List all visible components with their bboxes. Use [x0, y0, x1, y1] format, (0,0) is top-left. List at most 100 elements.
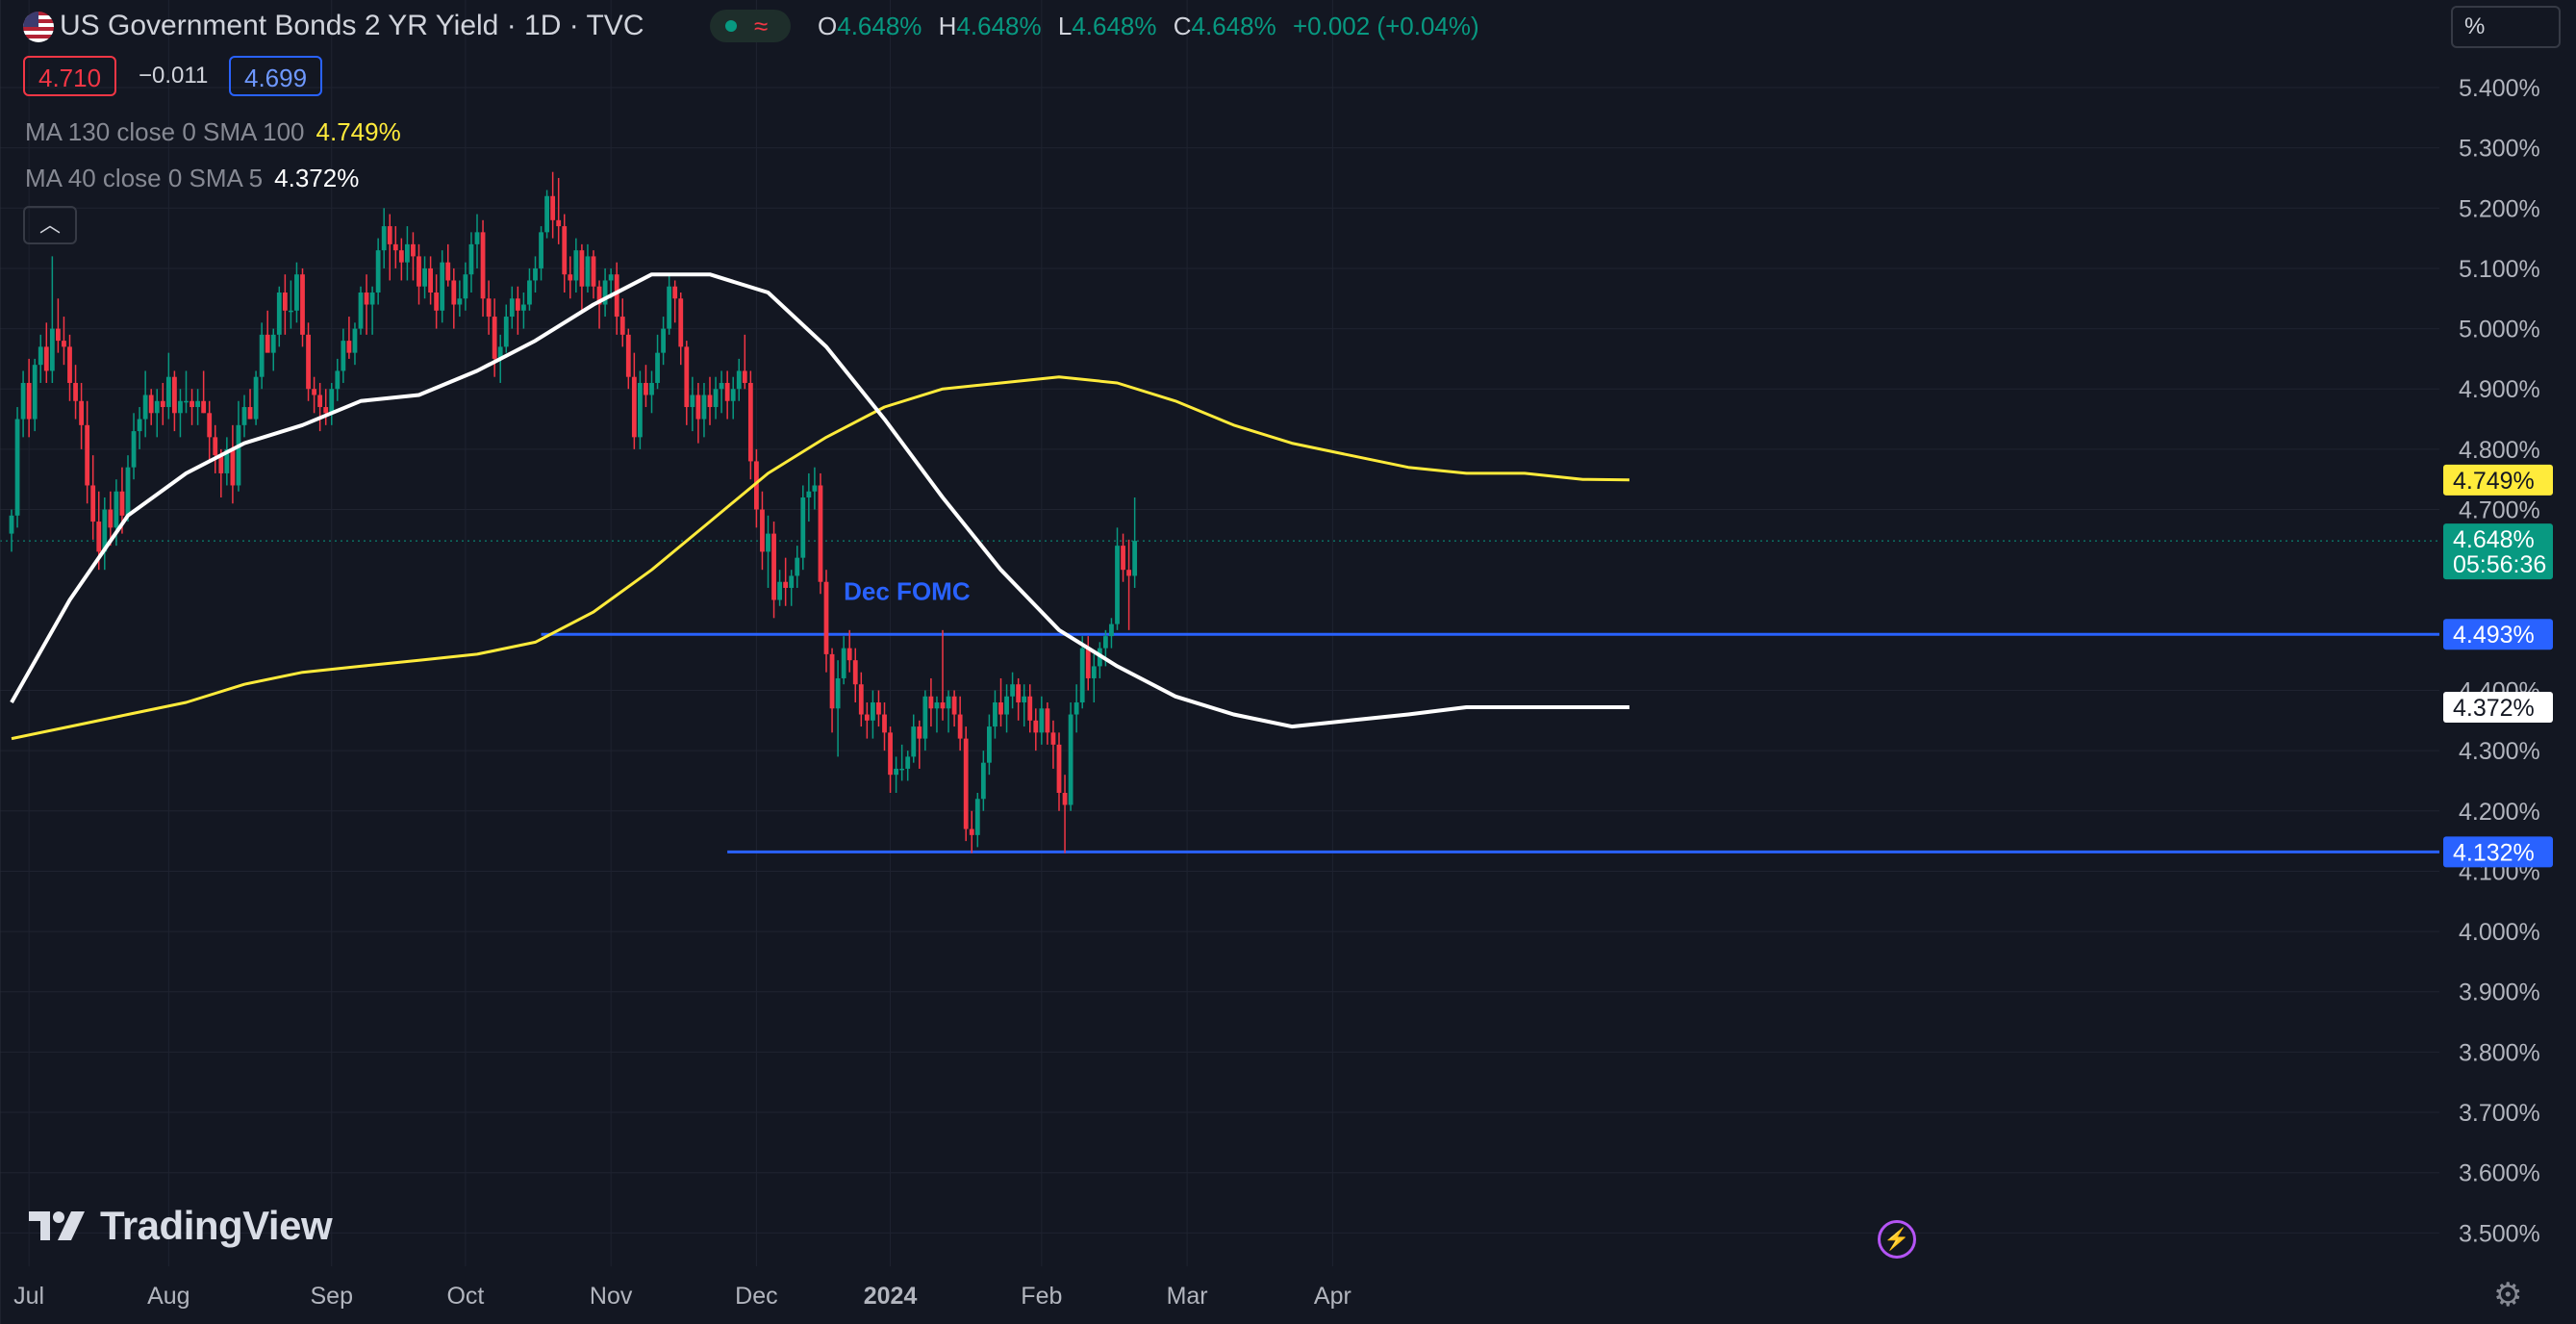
bid-button[interactable]: 4.710 — [23, 56, 117, 96]
candle-body — [85, 424, 90, 486]
candle-body — [969, 828, 974, 835]
price-label — [2443, 523, 2553, 580]
price-unit-selector[interactable]: % — [2451, 6, 2561, 48]
candle-body — [346, 341, 352, 353]
candle-body — [1079, 648, 1085, 703]
candle-body — [818, 485, 823, 582]
candle-body — [428, 267, 433, 293]
candle-body — [841, 648, 846, 678]
y-tick-label: 5.200% — [2459, 195, 2540, 222]
candle-body — [90, 485, 96, 522]
candle-body — [631, 376, 637, 438]
y-tick-label: 4.000% — [2459, 919, 2540, 946]
candle-body — [276, 292, 282, 335]
y-axis-labels: 5.400% 5.300% 5.200% 5.100% 5.000% 4.900% 4.80… — [2459, 75, 2540, 1247]
price-label-text: 4.372% — [2453, 695, 2535, 722]
candle-body — [1039, 708, 1045, 733]
candle-body — [218, 455, 224, 473]
candle-body — [486, 298, 492, 318]
candle-body — [137, 419, 142, 432]
y-tick-label: 5.400% — [2459, 75, 2540, 102]
candle-body — [835, 677, 841, 709]
candle-body — [20, 382, 26, 420]
y-tick-label: 4.200% — [2459, 799, 2540, 826]
candle-body — [312, 389, 316, 395]
candle-body — [556, 219, 562, 227]
candle-body — [951, 696, 957, 715]
candle-body — [695, 395, 701, 420]
market-status-pill[interactable]: ≈ — [710, 10, 791, 42]
candle-body — [480, 232, 486, 299]
candle-body — [649, 382, 654, 395]
candle-body — [789, 575, 795, 588]
candle-body — [730, 389, 736, 401]
candle-body — [26, 382, 32, 420]
candle-body — [957, 714, 963, 739]
lightning-icon[interactable]: ⚡ — [1878, 1220, 1916, 1259]
y-tick-label: 3.500% — [2459, 1220, 2540, 1247]
candle-body — [213, 437, 218, 456]
horizontal-levels — [541, 632, 2439, 853]
candle-body — [352, 328, 358, 353]
candle-body — [1022, 696, 1027, 703]
candle-body — [294, 274, 299, 311]
candle-body — [306, 334, 311, 390]
candle-body — [434, 292, 440, 311]
candle-body — [201, 400, 207, 414]
candle-body — [911, 726, 917, 757]
moving-average-lines — [10, 272, 1629, 741]
candle-body — [259, 334, 265, 377]
candle-body — [678, 298, 684, 347]
candle-body — [62, 341, 66, 347]
indicator-sma5[interactable]: MA 40 close 0 SMA 5 4.372% — [25, 164, 359, 193]
indicator-sma100[interactable]: MA 130 close 0 SMA 100 4.749% — [25, 117, 401, 147]
y-tick-label: 3.800% — [2459, 1039, 2540, 1066]
candle-body — [596, 286, 602, 305]
candle-body — [1121, 546, 1125, 571]
price-label-text: 4.493% — [2453, 622, 2535, 649]
gear-icon[interactable]: ⚙ — [2493, 1277, 2523, 1313]
candle-body — [56, 328, 61, 342]
ohlc-values: O4.648% H4.648% L4.648% C4.648% +0.002 (… — [818, 12, 1479, 40]
candle-body — [987, 726, 992, 763]
candle-body — [67, 346, 72, 383]
y-tick-label: 4.900% — [2459, 376, 2540, 403]
candle-body — [579, 250, 585, 287]
candle-body — [323, 407, 329, 414]
candle-body — [398, 250, 404, 263]
candle-body — [317, 395, 323, 408]
candle-body — [503, 317, 509, 347]
candle-body — [573, 250, 579, 281]
countdown-text: 05:56:36 — [2453, 551, 2546, 578]
candle-body — [550, 195, 556, 220]
candle-body — [43, 346, 49, 371]
candle-body — [32, 365, 38, 420]
candle-body — [760, 509, 765, 552]
tradingview-logo[interactable]: TradingView — [29, 1203, 333, 1249]
candle-body — [812, 485, 818, 492]
ask-button[interactable]: 4.699 — [229, 56, 323, 96]
candle-body — [894, 768, 898, 776]
candle-body — [457, 298, 463, 305]
x-tick-label: Jul — [13, 1283, 44, 1310]
candle-body — [608, 274, 614, 281]
candle-body — [463, 274, 468, 299]
candle-body — [922, 696, 928, 739]
candle-body — [451, 280, 457, 305]
candle-body — [527, 280, 532, 305]
candle-body — [1115, 546, 1120, 624]
candle-body — [690, 395, 695, 408]
candle-body — [422, 267, 427, 287]
candle-body — [707, 395, 713, 408]
candle-body — [224, 448, 230, 473]
market-open-dot-icon — [725, 20, 737, 32]
candle-body — [568, 274, 573, 281]
x-tick-label: Nov — [590, 1283, 633, 1310]
candle-body — [108, 509, 114, 528]
candle-body — [934, 702, 940, 709]
symbol-title[interactable]: US Government Bonds 2 YR Yield · 1D · TV… — [60, 10, 644, 41]
candle-body — [289, 310, 293, 313]
candle-body — [14, 419, 20, 516]
collapse-legend-button[interactable]: ︿ — [23, 206, 77, 244]
